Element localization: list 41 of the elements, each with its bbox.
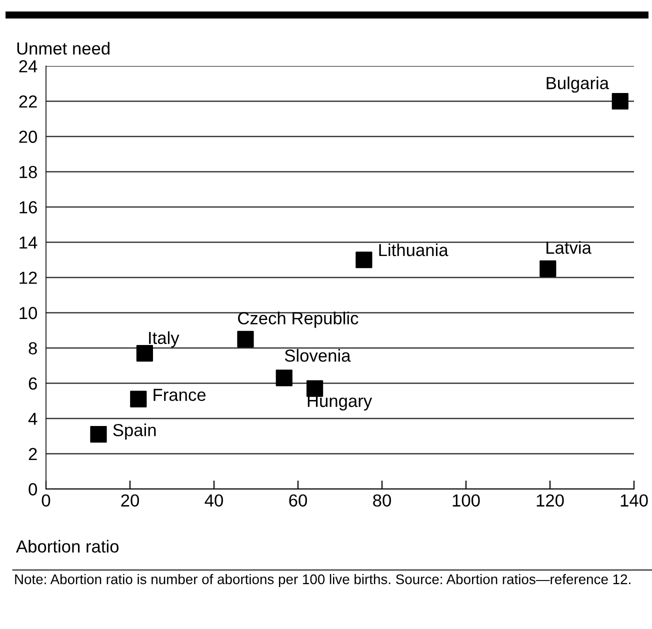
y-tick-label: 2 [28,448,37,460]
annotation: Lithuania [379,243,448,256]
y-tick-label: 4 [28,412,38,425]
y-tick-label: 22 [19,95,37,108]
x-tick-label: 80 [373,494,391,507]
annotation: Hungary [308,394,372,411]
annotation: Bulgaria [546,76,610,93]
x-axis-title: Abortion ratio [16,540,119,553]
y-tick-label: 16 [20,201,37,214]
y-tick-label: 8 [28,342,37,354]
y-tick-label: 10 [20,306,37,320]
point [356,252,372,268]
y-tick-label: 0 [28,483,37,496]
x-tick-label: 140 [620,494,648,507]
point [306,380,324,397]
x-tick-label: 40 [204,494,223,507]
y-tick-label: 12 [20,272,37,284]
y-tick-label: 14 [20,236,38,249]
point [90,426,107,443]
x-tick-label: 60 [289,494,307,507]
text: Note: Abortion ratio is number of abortions per 100 live births. Source: Abortion ratios—reference 12. [15,574,630,587]
annotation: Latvia [546,241,592,254]
y-tick-label: 6 [28,377,37,390]
x-tick-label: 100 [452,494,480,507]
point [276,370,292,386]
y-tick-label: 18 [20,166,37,178]
y-tick-label: 20 [19,130,37,143]
x-tick-label: 0 [42,494,50,507]
annotation: France [154,388,206,401]
point [237,330,254,348]
annotation: Czech Republic [238,312,358,328]
point [612,92,628,110]
x-tick-label: 20 [121,494,139,507]
x-tick-label: 120 [536,494,564,507]
annotation: Slovenia [284,349,351,362]
annotation: Italy [149,331,180,348]
y-axis-title: Unmet need [17,42,110,55]
point [130,390,147,408]
y-tick-label: 24 [19,60,38,72]
annotation: Spain [113,423,156,440]
point [540,260,556,277]
